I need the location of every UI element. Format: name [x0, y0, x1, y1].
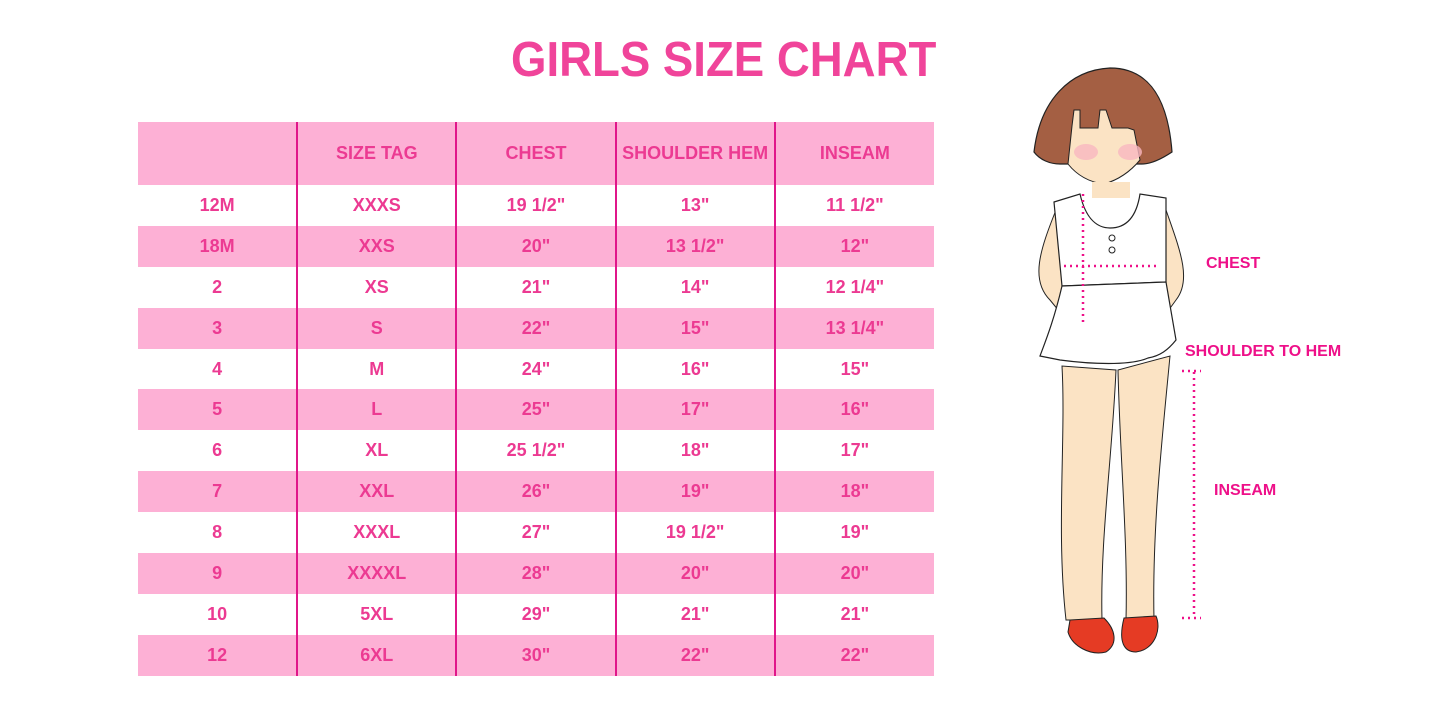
table-cell: 16"	[614, 348, 775, 390]
table-cell: 18"	[773, 471, 934, 513]
table-cell: 18M	[199, 235, 235, 256]
girl-measurement-illustration	[1033, 67, 1201, 654]
face	[1067, 109, 1141, 185]
table-cell: 13 1/4"	[773, 307, 934, 349]
column-header: SIZE TAG	[296, 122, 457, 185]
table-cell: 10	[207, 603, 228, 624]
table-cell: 11 1/2"	[773, 185, 934, 226]
column-header	[138, 122, 297, 185]
table-cell: 6	[212, 440, 223, 461]
table-cell: 6XL	[296, 634, 457, 676]
table-cell: 20"	[455, 225, 616, 267]
table-cell: S	[296, 307, 457, 349]
chest-label: CHEST	[1206, 255, 1261, 272]
table-cell: 14"	[614, 266, 775, 308]
table-cell: 9	[212, 562, 223, 583]
table-cell: 2	[212, 276, 223, 297]
bloomers	[1039, 281, 1177, 365]
page-title: GIRLS SIZE CHART	[511, 33, 937, 87]
table-cell: XXXXL	[296, 553, 457, 594]
table-cell: 18"	[614, 430, 775, 472]
legs	[1060, 355, 1171, 621]
table-cell: 15"	[614, 307, 775, 349]
table-cell: XL	[296, 430, 457, 472]
table-cell: 7	[212, 481, 223, 502]
inseam-label: INSEAM	[1214, 482, 1277, 499]
table-cell: 28"	[455, 553, 616, 594]
column-header: SHOULDER HEM	[614, 122, 775, 185]
table-cell: 22"	[455, 307, 616, 349]
table-cell: 29"	[455, 593, 616, 635]
table-cell: 12 1/4"	[773, 266, 934, 308]
table-cell: 12M	[199, 194, 235, 215]
table-cell: 3	[212, 317, 223, 338]
table-cell: 16"	[773, 389, 934, 431]
table-cell: 17"	[773, 430, 934, 472]
table-cell: 27"	[455, 512, 616, 554]
table-row: 3 S 22" 15" 13 1/4"	[138, 307, 934, 349]
table-cell: 19"	[614, 471, 775, 513]
table-cell: 22"	[614, 634, 775, 676]
shoes	[1067, 615, 1159, 654]
table-cell: 25 1/2"	[455, 430, 616, 472]
size-chart-table: SIZE TAG CHEST SHOULDER HEM INSEAM 12M XXXS 1…	[138, 122, 934, 676]
table-cell: XXXS	[296, 185, 457, 226]
table-cell: 22"	[773, 634, 934, 676]
table-row: 5 L 25" 17" 16"	[138, 389, 934, 431]
column-header: INSEAM	[773, 122, 934, 185]
table-cell: 24"	[455, 348, 616, 390]
table-cell: 21"	[455, 266, 616, 308]
table-row: 4 M 24" 16" 15"	[138, 348, 934, 390]
table-cell: 25"	[455, 389, 616, 431]
table-row: 9 XXXXL 28" 20" 20"	[138, 553, 934, 594]
table-cell: XXS	[296, 225, 457, 267]
table-cell: L	[296, 389, 457, 431]
table-row: 2 XS 21" 14" 12 1/4"	[138, 266, 934, 308]
table-row: 7 XXL 26" 19" 18"	[138, 471, 934, 513]
table-cell: 15"	[773, 348, 934, 390]
table-cell: 12	[207, 644, 228, 665]
table-row: 18M XXS 20" 13 1/2" 12"	[138, 225, 934, 267]
column-header: CHEST	[455, 122, 616, 185]
table-cell: 17"	[614, 389, 775, 431]
table-cell: 13"	[614, 185, 775, 226]
table-cell: 19 1/2"	[614, 512, 775, 554]
table-cell: 19 1/2"	[455, 185, 616, 226]
table-row: 6 XL 25 1/2" 18" 17"	[138, 430, 934, 472]
table-cell: XXL	[296, 471, 457, 513]
table-cell: 8	[212, 522, 223, 543]
table-cell: 4	[212, 358, 223, 379]
table-cell: 21"	[773, 593, 934, 635]
table-cell: 26"	[455, 471, 616, 513]
table-cell: 13 1/2"	[614, 225, 775, 267]
table-cell: XXXL	[296, 512, 457, 554]
table-cell: 21"	[614, 593, 775, 635]
table-cell: M	[296, 348, 457, 390]
table-row: 12 6XL 30" 22" 22"	[138, 634, 934, 676]
table-cell: 20"	[773, 553, 934, 594]
table-row: 10 5XL 29" 21" 21"	[138, 593, 934, 635]
table-cell: 19"	[773, 512, 934, 554]
table-row: 12M XXXS 19 1/2" 13" 11 1/2"	[138, 185, 934, 226]
table-cell: 12"	[773, 225, 934, 267]
table-cell: 30"	[455, 634, 616, 676]
shoulder-to-hem-label: SHOULDER TO HEM	[1185, 343, 1342, 360]
table-row: 8 XXXL 27" 19 1/2" 19"	[138, 512, 934, 554]
table-cell: 5XL	[296, 593, 457, 635]
table-cell: 20"	[614, 553, 775, 594]
table-cell: 5	[212, 399, 223, 420]
table-header-row: SIZE TAG CHEST SHOULDER HEM INSEAM	[138, 122, 934, 185]
table-cell: XS	[296, 266, 457, 308]
